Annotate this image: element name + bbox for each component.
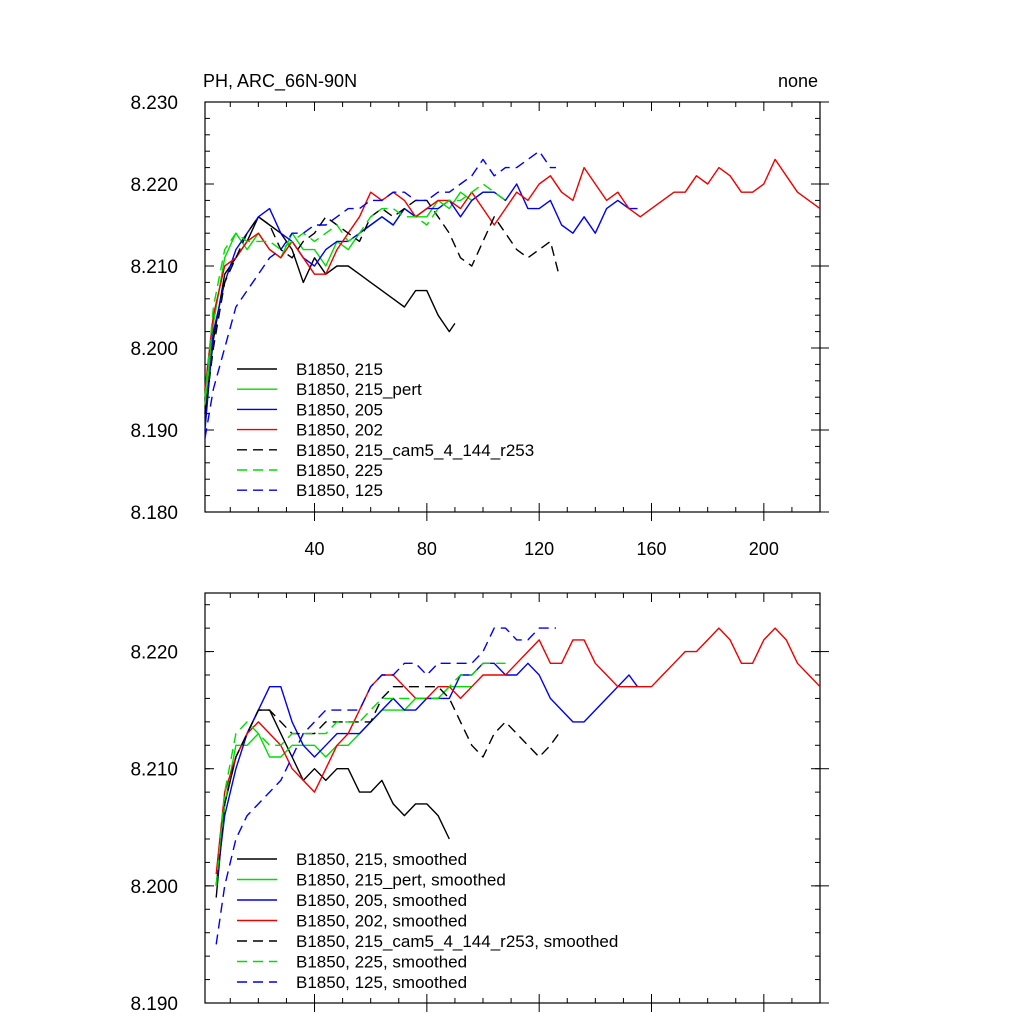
series-line-4 (204, 199, 560, 414)
series-line-3 (215, 627, 821, 875)
bottom-chart-panel: 8.190 8.200 8.210 8.220 B1850, 215, smoothed… (130, 592, 829, 1015)
y-tick-label: 8.210 (130, 257, 178, 278)
legend-entry: B1850, 125, smoothed (296, 973, 467, 992)
y-tick-label: 8.200 (130, 877, 178, 898)
legend-entry: B1850, 215_pert, smoothed (296, 871, 506, 890)
series-line-3 (204, 158, 821, 390)
legend-entry: B1850, 125 (296, 481, 383, 500)
y-tick-label: 8.200 (130, 339, 178, 360)
series-line-6 (204, 150, 556, 439)
y-tick-label: 8.180 (130, 503, 178, 524)
series-line-6 (215, 627, 556, 945)
plot-frame (204, 592, 821, 1004)
legend-entry: B1850, 215_cam5_4_144_r253 (296, 441, 534, 460)
top-chart-panel: PH, ARC_66N-90N none 40 80 120 160 200 8.180 8.1… (130, 71, 829, 559)
series-line-4 (215, 686, 560, 886)
legend-entry: B1850, 215 (296, 360, 383, 379)
x-tick-label: 40 (305, 539, 325, 559)
legend-entry: B1850, 202, smoothed (296, 912, 467, 931)
y-tick-label: 8.220 (130, 643, 178, 664)
legend-entry: B1850, 225 (296, 461, 383, 480)
x-tick-label: 80 (417, 539, 437, 559)
legend-entry: B1850, 225, smoothed (296, 953, 467, 972)
legend-entry: B1850, 215_cam5_4_144_r253, smoothed (296, 932, 618, 951)
legend-entry: B1850, 205 (296, 400, 383, 419)
legend-entry: B1850, 215_pert (296, 380, 422, 399)
series-line-5 (215, 662, 506, 886)
legend-entry: B1850, 205, smoothed (296, 891, 467, 910)
y-tick-label: 8.190 (130, 421, 178, 442)
legend-entry: B1850, 215, smoothed (296, 850, 467, 869)
chart-subtitle-right: none (778, 71, 818, 91)
x-tick-label: 120 (524, 539, 554, 559)
x-tick-label: 160 (636, 539, 666, 559)
y-tick-label: 8.190 (130, 994, 178, 1015)
y-tick-label: 8.230 (130, 93, 178, 114)
series-line-1 (204, 191, 495, 406)
x-tick-label: 200 (749, 539, 779, 559)
chart-title: PH, ARC_66N-90N (203, 71, 357, 92)
y-tick-label: 8.220 (130, 175, 178, 196)
legend: B1850, 215, smoothed B1850, 215_pert, smo… (237, 850, 618, 992)
y-tick-label: 8.210 (130, 760, 178, 781)
legend-entry: B1850, 202 (296, 421, 383, 440)
plot-frame (204, 101, 821, 513)
